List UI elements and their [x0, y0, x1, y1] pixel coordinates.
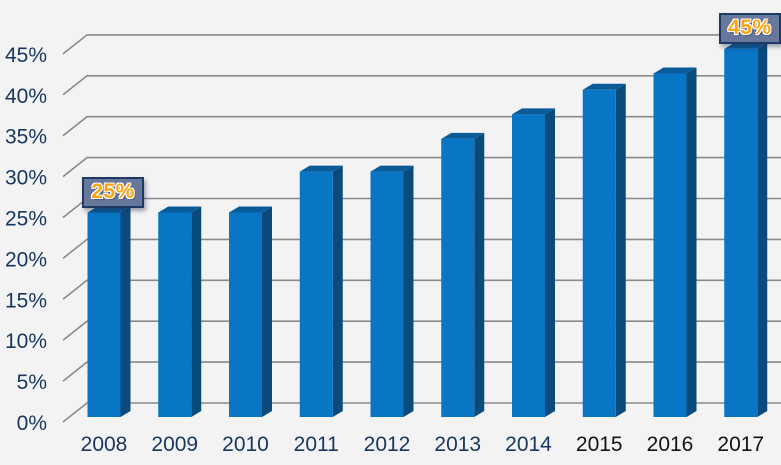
- bar-2012: [370, 165, 414, 417]
- y-tick-label: 5%: [17, 371, 47, 394]
- x-tick-label-2009: 2009: [151, 433, 198, 456]
- y-tick-label: 10%: [5, 330, 47, 353]
- x-tick-label-2014: 2014: [505, 433, 552, 456]
- bar-side-face: [191, 206, 202, 417]
- bar-side-face: [615, 83, 626, 418]
- y-tick-label: 30%: [5, 167, 47, 190]
- gridline-45%: [62, 34, 781, 55]
- bar-top-face: [512, 108, 555, 115]
- bar-top-face: [229, 206, 272, 213]
- bar-front-face: [229, 212, 262, 417]
- gridline-40%: [62, 75, 781, 96]
- bar-top-face: [370, 165, 414, 172]
- data-label-2017-text: 45%: [727, 16, 772, 40]
- bar-top-face: [87, 206, 131, 213]
- bar-top-face: [158, 206, 202, 213]
- bar-top-face: [441, 132, 485, 139]
- bar-side-face: [545, 108, 555, 417]
- bar-2009: [158, 206, 202, 417]
- bar-front-face: [370, 171, 404, 417]
- x-tick-label-2011: 2011: [294, 433, 339, 456]
- x-tick-label-2016: 2016: [647, 433, 694, 456]
- y-tick-label: 15%: [5, 289, 47, 312]
- bar-top-face: [582, 83, 626, 90]
- x-tick-label-2008: 2008: [81, 433, 128, 456]
- bar-front-face: [512, 114, 545, 417]
- bar-2017: [724, 42, 768, 418]
- bar-front-face: [441, 138, 475, 417]
- bar-top-face: [724, 42, 768, 49]
- bar-2008: [87, 206, 131, 417]
- data-label-2008: 25%: [82, 176, 144, 208]
- x-tick-label-2015: 2015: [576, 433, 623, 456]
- y-tick-label: 0%: [17, 412, 47, 435]
- y-tick-label: 45%: [5, 44, 47, 67]
- bar-top-face: [299, 165, 343, 172]
- bar-2010: [229, 206, 272, 417]
- bar-side-face: [757, 42, 768, 418]
- y-tick-label: 25%: [5, 208, 47, 231]
- bar-front-face: [724, 48, 758, 418]
- bar-side-face: [120, 206, 131, 417]
- bar-front-face: [299, 171, 333, 417]
- data-label-2008-text: 25%: [91, 180, 135, 203]
- y-tick-label: 20%: [5, 248, 47, 271]
- bar-side-face: [262, 206, 272, 417]
- y-tick-label: 35%: [5, 126, 47, 149]
- x-tick-label-2012: 2012: [364, 433, 411, 456]
- bar-front-face: [158, 212, 192, 417]
- x-tick-label-2017: 2017: [717, 433, 764, 456]
- bar-top-face: [653, 67, 697, 74]
- bar-2013: [441, 132, 485, 417]
- bar-front-face: [582, 89, 616, 418]
- x-tick-label-2010: 2010: [222, 433, 269, 456]
- bar-side-face: [332, 165, 343, 417]
- bar-2016: [653, 67, 697, 417]
- bar-side-face: [403, 165, 414, 417]
- bar-side-face: [474, 132, 485, 417]
- bar-2011: [299, 165, 343, 417]
- bar-2015: [582, 83, 626, 418]
- bar-2014: [512, 108, 555, 417]
- y-tick-label: 40%: [5, 85, 47, 108]
- data-label-2017: 45%: [718, 12, 781, 44]
- bar-front-face: [87, 212, 121, 417]
- bar-front-face: [653, 73, 687, 417]
- x-tick-label-2013: 2013: [434, 433, 481, 456]
- bar-side-face: [686, 67, 697, 417]
